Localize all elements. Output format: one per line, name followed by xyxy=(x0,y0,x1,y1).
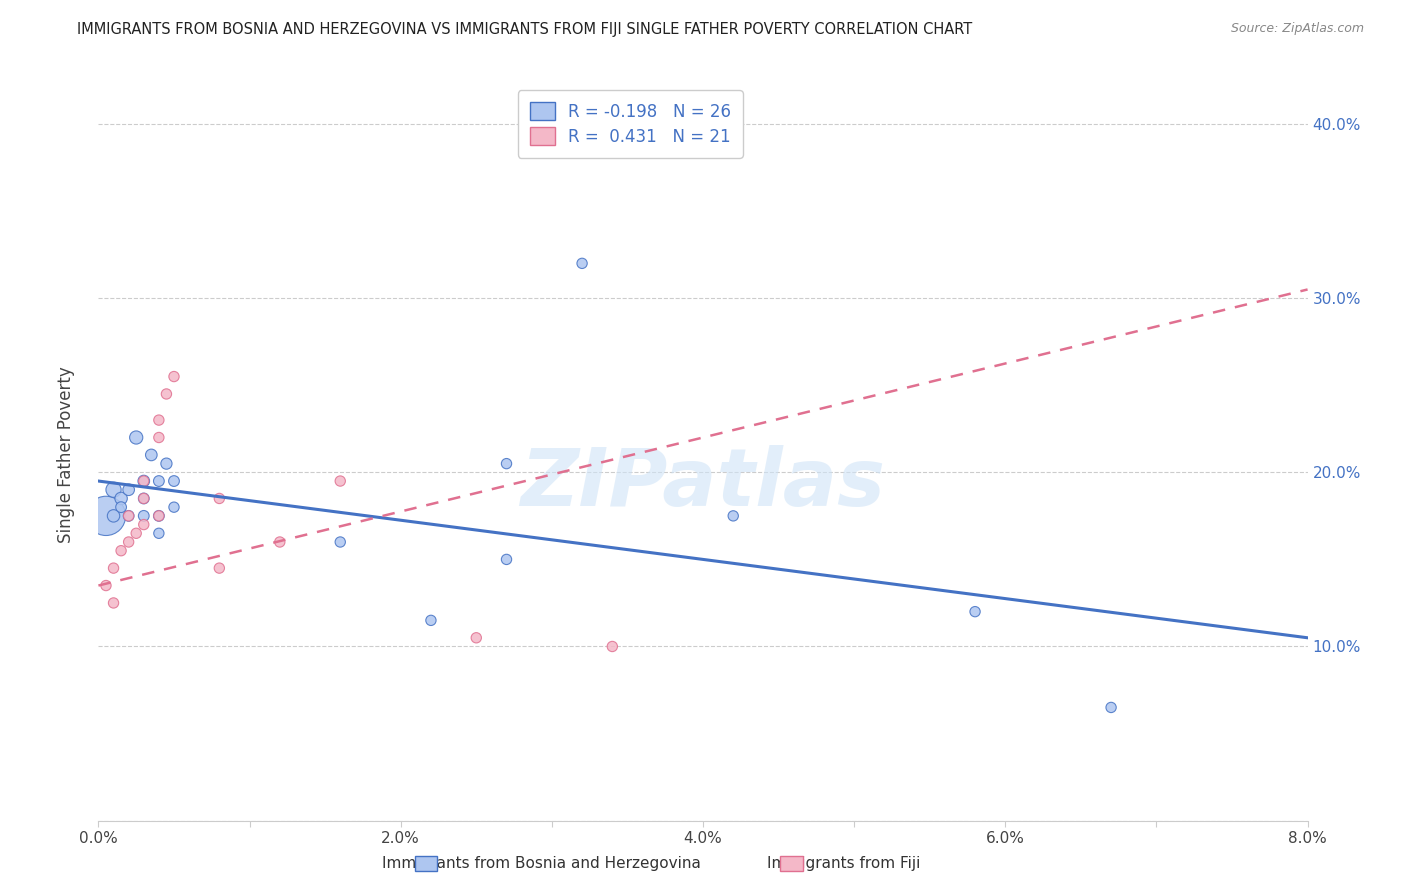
Point xyxy=(94,508,117,523)
Point xyxy=(329,474,352,488)
Point xyxy=(155,457,177,471)
Point xyxy=(602,640,624,654)
Point xyxy=(125,526,148,541)
Point xyxy=(163,474,186,488)
Text: ZIPatlas: ZIPatlas xyxy=(520,445,886,524)
Point xyxy=(141,448,163,462)
Point xyxy=(163,500,186,515)
Point xyxy=(103,483,125,497)
Text: Source: ZipAtlas.com: Source: ZipAtlas.com xyxy=(1230,22,1364,36)
Point xyxy=(103,561,125,575)
Point xyxy=(495,457,517,471)
Point xyxy=(148,508,170,523)
Point xyxy=(269,535,291,549)
Point xyxy=(132,517,155,532)
Point xyxy=(125,430,148,444)
Point xyxy=(118,483,141,497)
Point xyxy=(148,526,170,541)
Point xyxy=(94,578,117,592)
Legend: R = -0.198   N = 26, R =  0.431   N = 21: R = -0.198 N = 26, R = 0.431 N = 21 xyxy=(519,90,742,158)
Point xyxy=(118,535,141,549)
Point xyxy=(118,508,141,523)
Point xyxy=(155,387,177,401)
Point xyxy=(163,369,186,384)
Point xyxy=(148,508,170,523)
Point xyxy=(110,491,132,506)
Point xyxy=(208,491,231,506)
Point xyxy=(495,552,517,566)
Point xyxy=(103,596,125,610)
Point xyxy=(329,535,352,549)
Text: Immigrants from Fiji: Immigrants from Fiji xyxy=(766,856,921,871)
Point xyxy=(148,474,170,488)
Point xyxy=(465,631,488,645)
Point xyxy=(965,605,987,619)
Point xyxy=(148,430,170,444)
Point xyxy=(110,543,132,558)
Point xyxy=(723,508,745,523)
Point xyxy=(118,508,141,523)
Point xyxy=(132,491,155,506)
Point xyxy=(110,500,132,515)
Point xyxy=(132,474,155,488)
Text: IMMIGRANTS FROM BOSNIA AND HERZEGOVINA VS IMMIGRANTS FROM FIJI SINGLE FATHER POV: IMMIGRANTS FROM BOSNIA AND HERZEGOVINA V… xyxy=(77,22,973,37)
Point xyxy=(132,491,155,506)
Point xyxy=(148,413,170,427)
Point xyxy=(420,613,443,627)
Point xyxy=(208,561,231,575)
Point xyxy=(132,474,155,488)
Text: Immigrants from Bosnia and Herzegovina: Immigrants from Bosnia and Herzegovina xyxy=(382,856,700,871)
Point xyxy=(571,256,593,270)
Point xyxy=(103,508,125,523)
Point xyxy=(132,508,155,523)
Point xyxy=(1099,700,1122,714)
Y-axis label: Single Father Poverty: Single Father Poverty xyxy=(56,367,75,543)
